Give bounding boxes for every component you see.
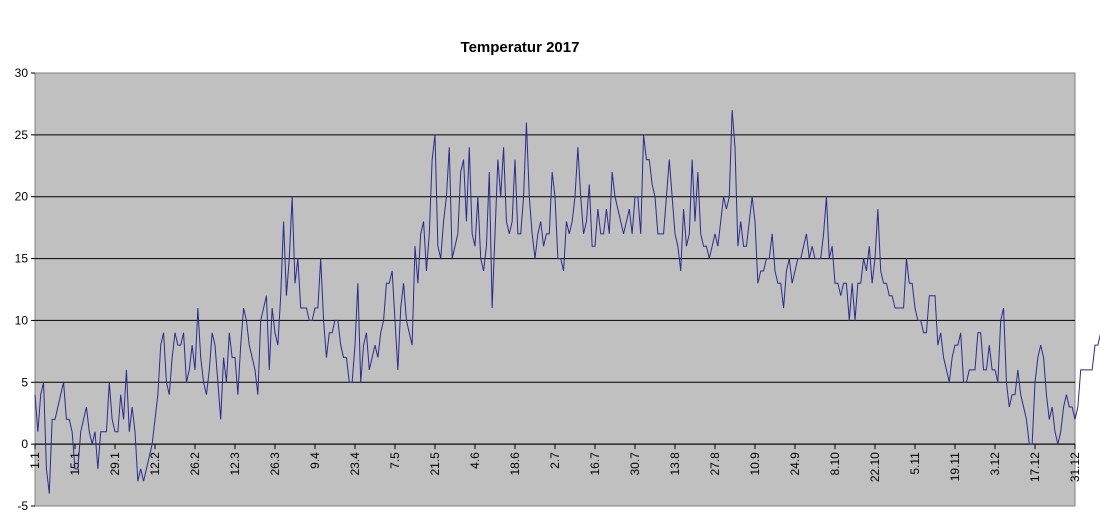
x-tick-label: 29.1: [108, 452, 122, 476]
x-tick-label: 17.12: [1028, 452, 1042, 482]
x-tick-label: 16.7: [588, 452, 602, 476]
x-tick-label: 30.7: [628, 452, 642, 476]
x-tick-label: 31.12: [1068, 452, 1082, 482]
y-tick-label: 15: [15, 252, 29, 266]
y-tick-label: 5: [21, 375, 28, 389]
x-tick-label: 12.2: [148, 452, 162, 476]
y-tick-label: 30: [15, 66, 29, 80]
chart-title: Temperatur 2017: [461, 39, 580, 56]
x-tick-label: 18.6: [508, 452, 522, 476]
x-tick-label: 26.3: [268, 452, 282, 476]
x-tick-label: 21.5: [428, 452, 442, 476]
x-tick-label: 24.9: [788, 452, 802, 476]
x-tick-label: 3.12: [988, 452, 1002, 476]
y-tick-label: 25: [15, 128, 29, 142]
y-tick-label: 20: [15, 190, 29, 204]
y-tick-label: 10: [15, 313, 29, 327]
x-tick-label: 19.11: [948, 452, 962, 481]
x-tick-label: 7.5: [388, 452, 402, 469]
series-line-temperature: [34, 110, 1100, 494]
x-tick-label: 22.10: [868, 452, 882, 482]
x-tick-label: 12.3: [228, 452, 242, 476]
plot-area: [34, 72, 1076, 507]
x-tick-label: 26.2: [188, 452, 202, 476]
y-tick-label: -5: [17, 499, 28, 513]
x-tick-label: 4.6: [468, 452, 482, 469]
x-tick-label: 5.11: [908, 452, 922, 475]
x-tick-label: 9.4: [308, 452, 322, 469]
x-tick-label: 10.9: [748, 452, 762, 476]
y-tick-label: 0: [21, 437, 28, 451]
x-tick-label: 23.4: [348, 452, 362, 476]
x-tick-label: 8.10: [828, 452, 842, 476]
x-axis: 1.1 15.1 29.1 12.2 26.2 12.3 26.3 9.4 23.4 7.5 21.…: [28, 443, 1082, 482]
x-tick-label: 13.8: [668, 452, 682, 476]
x-tick-label: 27.8: [708, 452, 722, 476]
x-tick-label: 1.1: [28, 452, 42, 469]
x-tick-label: 2.7: [548, 452, 562, 469]
y-axis: -5 0 5 10 15 20 25 30: [15, 66, 35, 513]
